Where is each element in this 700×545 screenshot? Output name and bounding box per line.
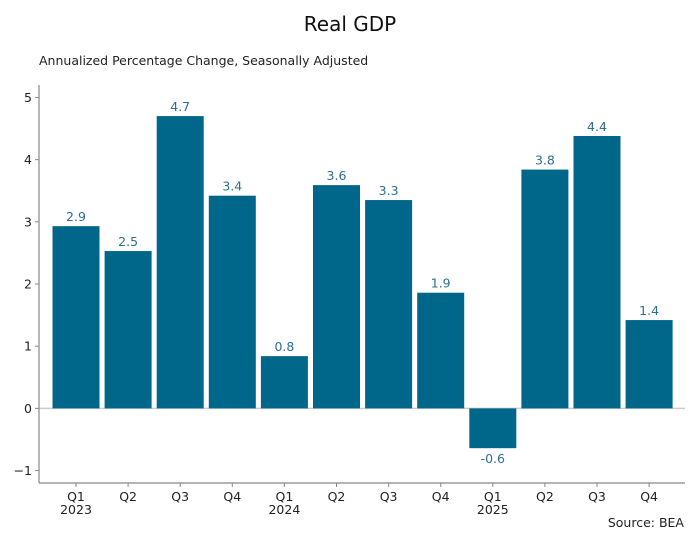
y-tick-label: 1 (24, 339, 32, 354)
bar (260, 356, 308, 409)
bar (156, 116, 204, 409)
data-label: 3.4 (222, 179, 242, 194)
y-tick-label: 0 (24, 401, 32, 416)
y-tick-label: 4 (24, 152, 32, 167)
x-tick-label: Q2 (536, 489, 554, 504)
bar (365, 200, 413, 409)
x-tick-label: Q3 (171, 489, 189, 504)
chart-source: Source: BEA (607, 515, 684, 530)
x-tick-label: Q2 (328, 489, 346, 504)
x-tick-label: Q1 (276, 489, 294, 504)
x-tick-label: Q3 (380, 489, 398, 504)
x-tick-label: Q1 (67, 489, 85, 504)
data-label: 2.5 (118, 234, 138, 249)
bar (573, 135, 621, 409)
bar (208, 195, 256, 409)
x-tick-label: Q3 (588, 489, 606, 504)
x-tick-label: Q2 (119, 489, 137, 504)
bar (104, 251, 152, 409)
chart-subtitle: Annualized Percentage Change, Seasonally… (39, 53, 369, 68)
data-label: 1.4 (639, 303, 659, 318)
data-label: 3.8 (535, 153, 555, 168)
x-tick-label: Q1 (484, 489, 502, 504)
bar (625, 320, 673, 409)
data-label: 1.9 (431, 276, 451, 291)
y-tick-label: −1 (14, 463, 32, 478)
x-tick-year-label: 2023 (60, 502, 92, 517)
data-label: 4.7 (170, 99, 190, 114)
y-tick-label: 5 (24, 90, 32, 105)
bar (52, 226, 100, 409)
x-tick-year-label: 2024 (268, 502, 300, 517)
x-tick-year-label: 2025 (477, 502, 509, 517)
bar (417, 292, 465, 409)
data-label: 3.3 (379, 183, 399, 198)
x-tick-label: Q4 (640, 489, 658, 504)
bar (521, 169, 569, 409)
chart-title: Real GDP (303, 12, 397, 36)
data-label: 0.8 (274, 339, 294, 354)
bar (469, 408, 517, 449)
y-tick-label: 3 (24, 214, 32, 229)
x-tick-label: Q4 (223, 489, 241, 504)
data-label: -0.6 (481, 451, 505, 466)
data-label: 4.4 (587, 119, 607, 134)
x-tick-label: Q4 (432, 489, 450, 504)
bar (313, 185, 360, 409)
data-label: 2.9 (66, 209, 86, 224)
y-tick-label: 2 (24, 277, 32, 292)
data-label: 3.6 (327, 168, 347, 183)
